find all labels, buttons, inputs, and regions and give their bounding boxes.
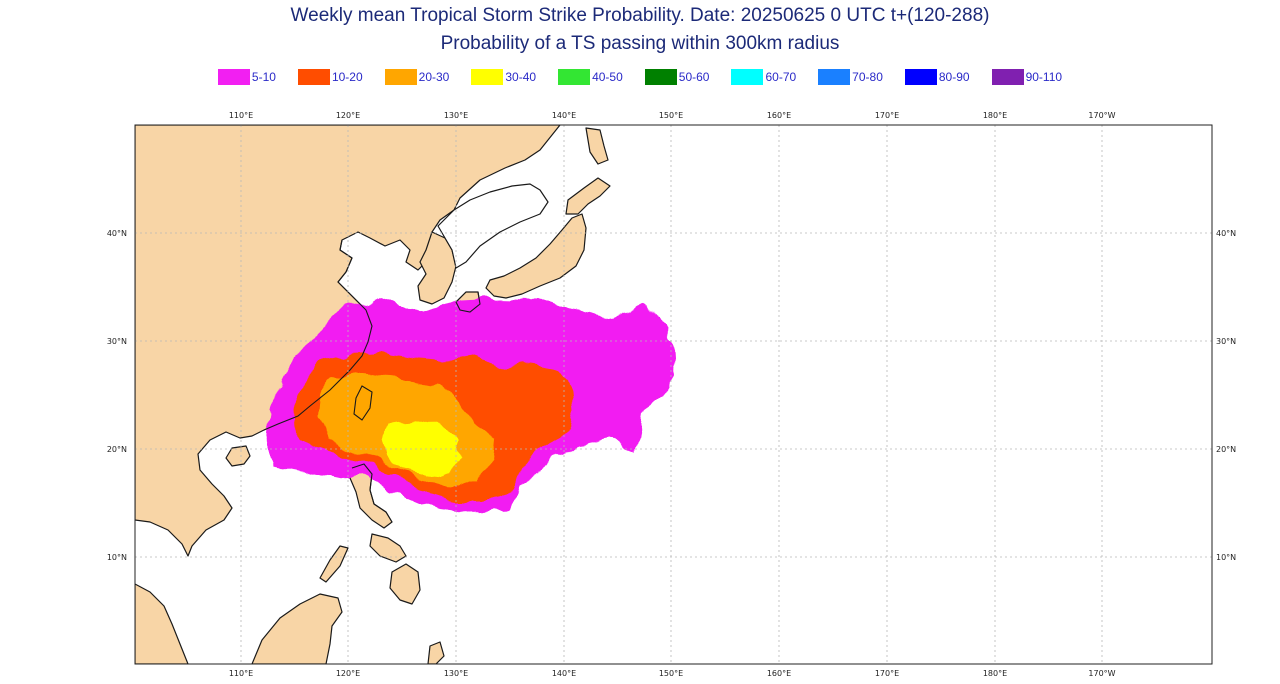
japan-honshu — [485, 213, 587, 299]
taiwan-outline — [353, 385, 373, 421]
legend-swatch — [904, 69, 937, 85]
lat-label-left: 30°N — [107, 337, 127, 346]
legend-item: 60-70 — [731, 69, 796, 85]
lat-label-left: 40°N — [107, 229, 127, 238]
lon-label-top: 150°E — [659, 111, 683, 120]
legend-item: 90-110 — [991, 69, 1063, 85]
lon-label-bottom: 170°W — [1088, 669, 1115, 678]
lon-label-top: 160°E — [767, 111, 791, 120]
legend-item: 40-50 — [558, 69, 623, 85]
legend-label: 50-60 — [678, 70, 710, 84]
legend-label: 20-30 — [418, 70, 450, 84]
lon-label-top: 120°E — [336, 111, 360, 120]
legend-item: 50-60 — [644, 69, 710, 85]
kyushu-outline — [455, 291, 481, 313]
lat-label-right: 20°N — [1216, 445, 1236, 454]
legend-item: 20-30 — [384, 69, 450, 85]
legend-label: 5-10 — [251, 70, 276, 84]
lat-label-right: 30°N — [1216, 337, 1236, 346]
sakhalin — [585, 127, 609, 165]
legend-swatch — [818, 69, 851, 85]
map-frame — [134, 124, 1213, 665]
lon-label-top: 140°E — [552, 111, 576, 120]
lon-label-bottom: 110°E — [229, 669, 253, 678]
legend-swatch — [471, 69, 504, 85]
axis-labels: 110°E 110°E 120°E 120°E 130°E 130°E 140°E 140°E… — [107, 111, 1236, 678]
probability-legend: 5-10 10-20 20-30 30-40 40-50 50-60 60-70… — [0, 69, 1280, 85]
lon-label-top: 130°E — [444, 111, 468, 120]
legend-item: 80-90 — [904, 69, 970, 85]
lat-label-right: 40°N — [1216, 229, 1236, 238]
hainan — [225, 445, 251, 467]
legend-swatch — [297, 69, 330, 85]
lon-label-top: 180°E — [983, 111, 1007, 120]
visayas — [369, 533, 407, 563]
lon-label-top: 170°E — [875, 111, 899, 120]
lon-label-bottom: 180°E — [983, 669, 1007, 678]
malay-peninsula — [135, 583, 189, 664]
lon-label-bottom: 170°E — [875, 669, 899, 678]
lon-label-bottom: 160°E — [767, 669, 791, 678]
legend-swatch — [731, 69, 764, 85]
lon-label-bottom: 130°E — [444, 669, 468, 678]
lat-label-left: 10°N — [107, 553, 127, 562]
legend-item: 30-40 — [471, 69, 536, 85]
japan-hokkaido — [565, 177, 611, 215]
legend-item: 10-20 — [297, 69, 363, 85]
borneo — [251, 593, 343, 664]
legend-item: 5-10 — [217, 69, 276, 85]
legend-swatch — [558, 69, 591, 85]
chart-title: Weekly mean Tropical Storm Strike Probab… — [290, 5, 990, 26]
contour-30-40 — [384, 420, 460, 476]
sulawesi — [427, 641, 445, 664]
probability-contours — [266, 298, 674, 512]
legend-label: 10-20 — [331, 70, 363, 84]
lon-label-bottom: 140°E — [552, 669, 576, 678]
palawan — [319, 545, 349, 583]
legend-label: 90-110 — [1025, 70, 1063, 84]
legend-swatch — [644, 69, 677, 85]
chart-subtitle: Probability of a TS passing within 300km… — [440, 33, 840, 54]
legend-label: 60-70 — [765, 70, 797, 84]
legend-swatch — [384, 69, 417, 85]
legend-label: 40-50 — [592, 70, 623, 84]
lon-label-bottom: 150°E — [659, 669, 683, 678]
china-coastline — [263, 239, 373, 431]
legend-label: 80-90 — [938, 70, 970, 84]
legend-item: 70-80 — [818, 69, 883, 85]
luzon-outline — [351, 463, 393, 523]
legend-label: 30-40 — [505, 70, 537, 84]
lat-label-left: 20°N — [107, 445, 127, 454]
lon-label-top: 170°W — [1088, 111, 1115, 120]
mindanao — [389, 563, 421, 605]
legend-swatch — [217, 69, 250, 85]
lat-label-right: 10°N — [1216, 553, 1236, 562]
lon-label-top: 110°E — [229, 111, 253, 120]
lon-label-bottom: 120°E — [336, 669, 360, 678]
legend-label: 70-80 — [852, 70, 883, 84]
sea-of-japan — [437, 183, 549, 269]
legend-swatch — [991, 69, 1024, 85]
